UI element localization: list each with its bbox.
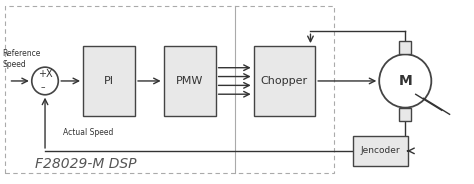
Bar (254, 46, 315, 116)
Bar (5, 6, 334, 173)
Text: +X: +X (38, 69, 52, 79)
Text: M: M (398, 74, 412, 88)
Bar (164, 46, 216, 116)
Text: PI: PI (104, 76, 114, 86)
Bar (399, 108, 411, 121)
Text: PMW: PMW (176, 76, 203, 86)
Text: Chopper: Chopper (261, 76, 308, 86)
Text: Actual Speed: Actual Speed (63, 128, 113, 137)
Ellipse shape (379, 54, 431, 108)
Bar (353, 136, 408, 166)
Text: F28029-M DSP: F28029-M DSP (35, 157, 136, 171)
Bar (399, 41, 411, 54)
Bar (83, 46, 135, 116)
Text: Reference
Speed: Reference Speed (2, 49, 41, 69)
Ellipse shape (32, 67, 58, 95)
Text: –: – (40, 83, 45, 92)
Text: Jencoder: Jencoder (361, 146, 400, 155)
